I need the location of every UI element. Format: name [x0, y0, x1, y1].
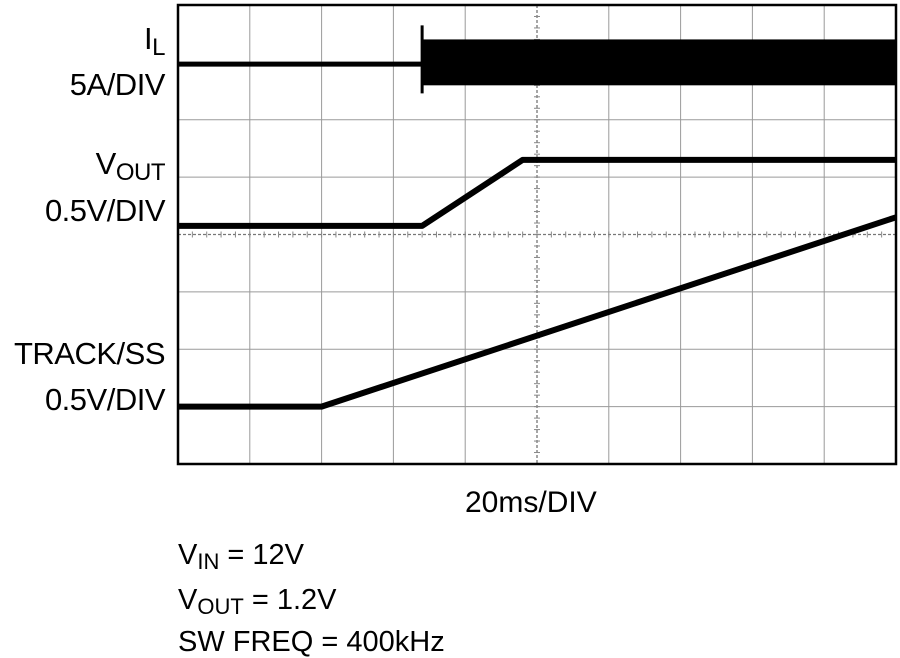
series-il	[178, 25, 896, 94]
vout-scale-label: 0.5V/DIV	[44, 193, 166, 228]
series-track-ss	[178, 214, 897, 410]
series-vout	[178, 156, 896, 229]
il-switching-band	[422, 39, 896, 86]
plot-frame	[176, 3, 898, 466]
il-scale-label: 5A/DIV	[69, 67, 166, 102]
condition-vout: VOUT = 1.2V	[178, 584, 337, 619]
trace-line	[178, 156, 896, 229]
condition-vin: VIN = 12V	[178, 539, 304, 574]
x-axis-label: 20ms/DIV	[465, 486, 597, 519]
track-ss-label: TRACK/SS	[13, 336, 166, 371]
trace-line	[178, 214, 897, 410]
track-ss-scale-label: 0.5V/DIV	[44, 382, 166, 417]
vout-label: VOUT	[95, 146, 166, 187]
condition-sw-freq: SW FREQ = 400kHz	[178, 626, 445, 658]
il-label: IL	[144, 21, 165, 62]
traces	[178, 25, 897, 410]
